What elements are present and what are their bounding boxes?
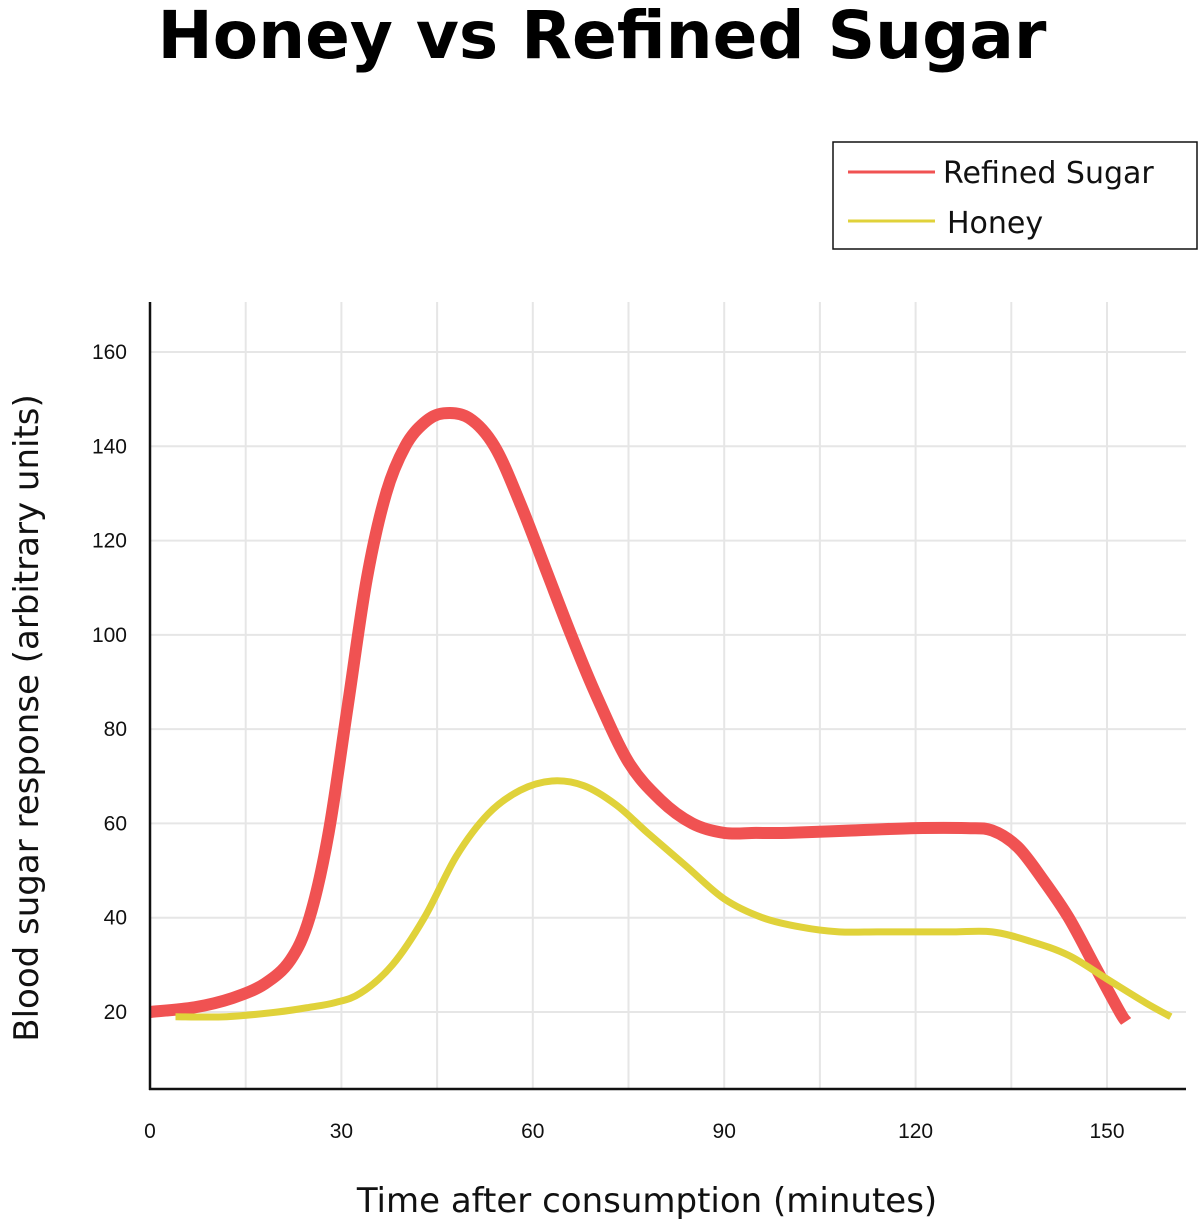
y-tick-label-120: 120	[92, 530, 127, 553]
x-axis-label: Time after consumption (minutes)	[356, 1181, 937, 1221]
legend: Refined Sugar Honey	[832, 141, 1198, 250]
legend-box	[832, 141, 1198, 250]
legend-label-honey: Honey	[947, 206, 1043, 241]
y-tick-label-20: 20	[104, 1001, 127, 1024]
y-tick-label-140: 140	[92, 435, 127, 458]
series-lines	[149, 406, 1173, 1026]
x-tick-label-30: 30	[330, 1120, 353, 1143]
y-tick-label-160: 160	[92, 341, 127, 364]
x-tick-label-120: 120	[898, 1120, 933, 1143]
y-tick-labels: 20 40 60 80 100 120 140 160	[92, 341, 127, 1024]
x-tick-label-90: 90	[713, 1120, 736, 1143]
x-tick-labels: 0 30 60 90 120 150	[144, 1120, 1124, 1143]
y-axis-label: Blood sugar response (arbitrary units)	[7, 394, 47, 1041]
x-tick-label-0: 0	[144, 1120, 156, 1143]
x-tick-label-150: 150	[1089, 1120, 1124, 1143]
series-line-refined-sugar	[149, 406, 1132, 1026]
axes	[148, 302, 1186, 1091]
legend-label-refined-sugar: Refined Sugar	[943, 156, 1154, 191]
y-tick-label-100: 100	[92, 624, 127, 647]
x-tick-label-60: 60	[521, 1120, 544, 1143]
y-tick-label-60: 60	[104, 812, 127, 835]
chart-title: Honey vs Refined Sugar	[158, 0, 1047, 74]
y-tick-label-80: 80	[104, 718, 127, 741]
series-line-honey	[175, 777, 1173, 1021]
y-tick-label-40: 40	[104, 907, 127, 930]
gridlines	[150, 302, 1186, 1089]
